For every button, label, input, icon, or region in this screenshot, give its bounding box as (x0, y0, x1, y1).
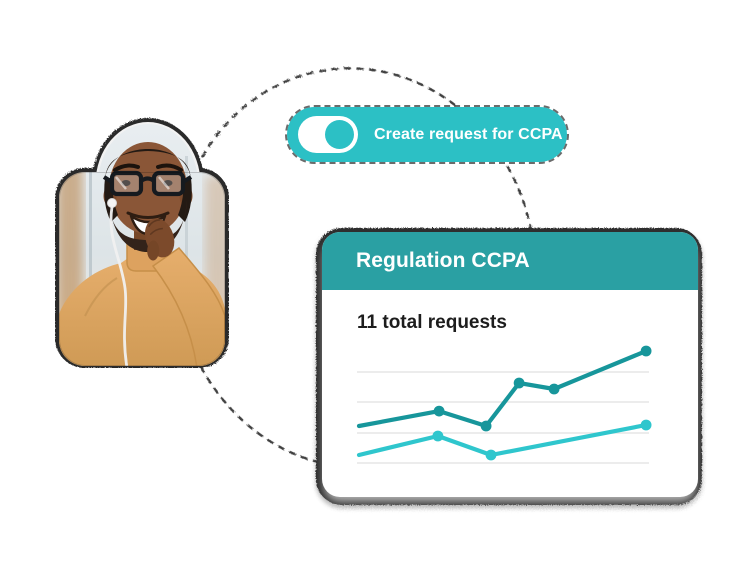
toggle-knob (325, 120, 354, 149)
badge-label: Create request for CCPA (374, 125, 563, 143)
data-point (480, 420, 492, 432)
create-request-badge[interactable]: Create request for CCPA (285, 105, 569, 164)
regulation-card: Regulation CCPA 11 total requests (322, 232, 698, 497)
data-point (548, 383, 560, 395)
earbud-cord (109, 206, 129, 366)
card-header: Regulation CCPA (322, 232, 698, 290)
series-line-requests-upper (356, 348, 649, 429)
sleeve (151, 246, 225, 366)
person-illustration (59, 124, 225, 366)
data-point (513, 377, 525, 389)
data-point (485, 449, 497, 461)
series-line-requests-lower (356, 422, 649, 458)
requests-line-chart (356, 345, 652, 464)
glasses (102, 170, 193, 197)
card-title: Regulation CCPA (356, 249, 530, 272)
total-requests-label: 11 total requests (357, 312, 507, 333)
hand (144, 218, 175, 261)
person-photo-svg (55, 118, 229, 368)
data-point (433, 405, 445, 417)
data-point (640, 419, 652, 431)
data-point (640, 345, 652, 357)
person-photo (55, 116, 229, 368)
earbud (107, 198, 117, 208)
toggle-switch[interactable] (298, 116, 358, 153)
data-point (432, 430, 444, 442)
card-body: 11 total requests (322, 290, 698, 467)
